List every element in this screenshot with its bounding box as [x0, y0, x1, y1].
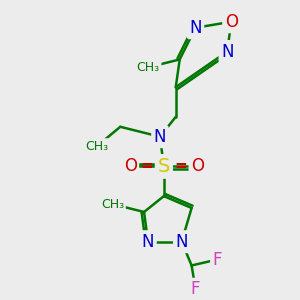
Text: O: O — [124, 158, 137, 175]
Text: S: S — [158, 157, 170, 176]
Text: N: N — [142, 233, 154, 251]
Text: CH₃: CH₃ — [136, 61, 160, 74]
Text: F: F — [213, 250, 222, 268]
Text: =: = — [141, 158, 153, 173]
Text: N: N — [154, 128, 166, 146]
Text: CH₃: CH₃ — [101, 197, 124, 211]
Text: N: N — [189, 19, 202, 37]
Text: =: = — [174, 158, 187, 173]
Text: O: O — [225, 13, 238, 31]
Text: O: O — [191, 158, 204, 175]
Text: N: N — [176, 233, 188, 251]
Text: CH₃: CH₃ — [85, 140, 108, 153]
Text: F: F — [191, 280, 200, 298]
Text: N: N — [221, 43, 233, 61]
